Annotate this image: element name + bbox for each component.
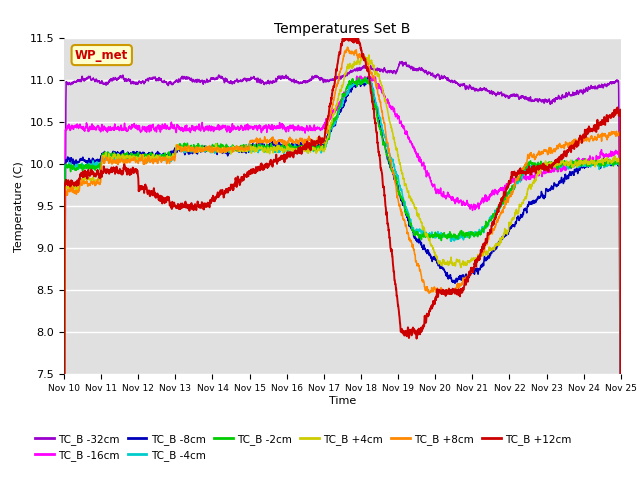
TC_B -8cm (363, 75, 371, 81)
Y-axis label: Temperature (C): Temperature (C) (14, 161, 24, 252)
TC_B +12cm (617, 157, 625, 163)
Line: TC_B -32cm: TC_B -32cm (64, 61, 621, 480)
TC_B -8cm (617, 336, 625, 342)
TC_B +12cm (406, 328, 414, 334)
TC_B -2cm (406, 222, 414, 228)
TC_B +8cm (216, 148, 223, 154)
TC_B +4cm (564, 162, 572, 168)
TC_B -4cm (179, 149, 187, 155)
TC_B -4cm (617, 287, 625, 293)
TC_B -16cm (353, 73, 361, 79)
TC_B +12cm (216, 190, 223, 196)
TC_B -4cm (397, 186, 404, 192)
TC_B -8cm (216, 146, 223, 152)
TC_B -2cm (216, 146, 223, 152)
Line: TC_B +4cm: TC_B +4cm (64, 55, 621, 480)
TC_B +12cm (564, 148, 572, 154)
TC_B +8cm (397, 206, 404, 212)
Line: TC_B -16cm: TC_B -16cm (64, 76, 621, 480)
TC_B -32cm (564, 92, 572, 98)
TC_B +4cm (406, 194, 414, 200)
Legend: TC_B -32cm, TC_B -16cm, TC_B -8cm, TC_B -4cm, TC_B -2cm, TC_B +4cm, TC_B +8cm, T: TC_B -32cm, TC_B -16cm, TC_B -8cm, TC_B … (31, 430, 575, 465)
TC_B -32cm (216, 74, 223, 80)
TC_B -32cm (179, 76, 187, 82)
TC_B -4cm (216, 145, 223, 151)
TC_B -2cm (362, 74, 370, 80)
TC_B -32cm (397, 60, 404, 66)
TC_B +4cm (617, 285, 625, 290)
Text: WP_met: WP_met (75, 48, 129, 61)
TC_B -16cm (564, 161, 572, 167)
TC_B +4cm (397, 165, 404, 170)
TC_B -32cm (406, 65, 414, 71)
TC_B +12cm (397, 329, 404, 335)
Line: TC_B -2cm: TC_B -2cm (64, 77, 621, 480)
Line: TC_B +8cm: TC_B +8cm (64, 47, 621, 480)
TC_B -8cm (179, 146, 187, 152)
TC_B +4cm (216, 145, 223, 151)
TC_B +8cm (179, 145, 187, 151)
TC_B +12cm (179, 204, 187, 210)
TC_B -4cm (564, 165, 572, 170)
TC_B +8cm (406, 238, 414, 244)
Line: TC_B -4cm: TC_B -4cm (64, 79, 621, 480)
TC_B -16cm (406, 138, 414, 144)
TC_B +12cm (351, 33, 359, 38)
TC_B -16cm (216, 123, 223, 129)
TC_B -32cm (398, 59, 406, 64)
TC_B -16cm (617, 398, 625, 404)
TC_B -8cm (406, 224, 414, 230)
TC_B -4cm (366, 76, 374, 82)
TC_B +8cm (564, 144, 572, 150)
TC_B -2cm (564, 162, 572, 168)
TC_B -4cm (406, 216, 414, 222)
Line: TC_B +12cm: TC_B +12cm (64, 36, 621, 480)
TC_B +8cm (617, 211, 625, 217)
TC_B -16cm (397, 119, 404, 124)
X-axis label: Time: Time (329, 396, 356, 406)
TC_B -2cm (179, 143, 187, 148)
TC_B -2cm (397, 195, 404, 201)
TC_B +8cm (344, 44, 351, 50)
Title: Temperatures Set B: Temperatures Set B (274, 22, 411, 36)
TC_B -2cm (617, 284, 625, 289)
TC_B -8cm (564, 174, 572, 180)
Line: TC_B -8cm: TC_B -8cm (64, 78, 621, 480)
TC_B +4cm (179, 146, 187, 152)
TC_B -16cm (179, 129, 187, 134)
TC_B +4cm (365, 52, 372, 58)
TC_B -8cm (397, 197, 404, 203)
